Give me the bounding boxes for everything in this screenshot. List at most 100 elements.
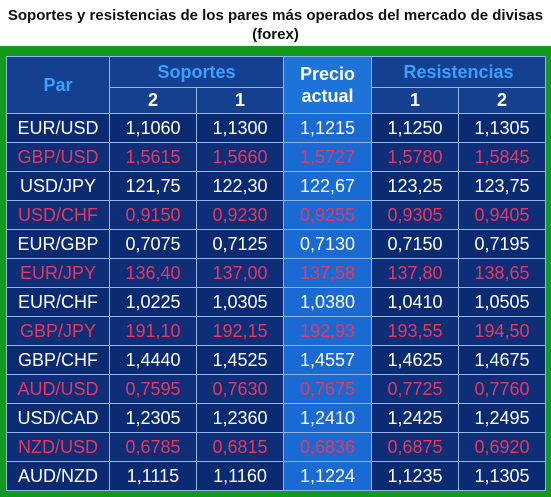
- table-row: AUD/USD 0,7595 0,7630 0,7675 0,7725 0,7760: [6, 374, 547, 404]
- precio-actual-cell: 1,0380: [283, 287, 373, 317]
- resistencia-2-cell: 0,7195: [458, 229, 547, 259]
- precio-actual-cell: 1,1224: [283, 461, 373, 491]
- resistencia-1-cell: 1,4625: [371, 345, 460, 375]
- precio-actual-cell: 122,67: [283, 171, 373, 201]
- pair-cell: EUR/GBP: [6, 229, 110, 259]
- precio-actual-cell: 1,5727: [283, 142, 373, 172]
- header-resistencias: Resistencias: [371, 56, 547, 88]
- table-frame: Par Soportes Precio actual Resistencias …: [0, 46, 551, 497]
- pair-cell: NZD/USD: [6, 432, 110, 462]
- precio-actual-cell: 137,58: [283, 258, 373, 288]
- soporte-1-cell: 122,30: [195, 171, 285, 201]
- soporte-1-cell: 192,15: [195, 316, 285, 346]
- resistencia-1-cell: 137,80: [371, 258, 460, 288]
- soporte-2-cell: 0,7595: [109, 374, 197, 404]
- soporte-1-cell: 0,9230: [195, 200, 285, 230]
- soporte-1-cell: 0,6815: [195, 432, 285, 462]
- soporte-2-cell: 1,5615: [109, 142, 197, 172]
- soporte-2-cell: 1,0225: [109, 287, 197, 317]
- table-row: USD/CAD 1,2305 1,2360 1,2410 1,2425 1,2495: [6, 403, 547, 433]
- precio-actual-cell: 1,4557: [283, 345, 373, 375]
- header-precio-actual: Precio actual: [283, 56, 373, 114]
- header-soporte-1: 1: [195, 87, 285, 114]
- forex-table: Par Soportes Precio actual Resistencias …: [6, 56, 547, 491]
- table-body: EUR/USD 1,1060 1,1300 1,1215 1,1250 1,1305 GBP…: [6, 113, 547, 491]
- pair-cell: USD/CHF: [6, 200, 110, 230]
- resistencia-2-cell: 1,1305: [458, 461, 547, 491]
- table-row: AUD/NZD 1,1115 1,1160 1,1224 1,1235 1,1305: [6, 461, 547, 491]
- pair-cell: GBP/JPY: [6, 316, 110, 346]
- soporte-2-cell: 136,40: [109, 258, 197, 288]
- pair-cell: GBP/CHF: [6, 345, 110, 375]
- precio-actual-cell: 1,2410: [283, 403, 373, 433]
- soporte-2-cell: 1,4440: [109, 345, 197, 375]
- resistencia-1-cell: 0,9305: [371, 200, 460, 230]
- header-precio-line1: Precio: [300, 64, 356, 84]
- soporte-2-cell: 0,6785: [109, 432, 197, 462]
- table-row: EUR/USD 1,1060 1,1300 1,1215 1,1250 1,1305: [6, 113, 547, 143]
- soporte-1-cell: 1,5660: [195, 142, 285, 172]
- soporte-1-cell: 1,4525: [195, 345, 285, 375]
- soporte-2-cell: 1,2305: [109, 403, 197, 433]
- pair-cell: EUR/CHF: [6, 287, 110, 317]
- resistencia-2-cell: 1,5845: [458, 142, 547, 172]
- precio-actual-cell: 0,7130: [283, 229, 373, 259]
- table-row: EUR/JPY 136,40 137,00 137,58 137,80 138,65: [6, 258, 547, 288]
- header-soportes: Soportes: [108, 56, 285, 88]
- soporte-1-cell: 137,00: [195, 258, 285, 288]
- resistencia-2-cell: 0,7760: [458, 374, 547, 404]
- precio-actual-cell: 0,6836: [283, 432, 373, 462]
- resistencia-1-cell: 0,6875: [371, 432, 460, 462]
- pair-cell: USD/JPY: [6, 171, 110, 201]
- table-row: GBP/USD 1,5615 1,5660 1,5727 1,5780 1,5845: [6, 142, 547, 172]
- resistencia-1-cell: 1,1250: [371, 113, 460, 143]
- resistencia-1-cell: 0,7150: [371, 229, 460, 259]
- soporte-1-cell: 0,7630: [195, 374, 285, 404]
- header-resistencia-1: 1: [371, 87, 460, 114]
- resistencia-1-cell: 1,0410: [371, 287, 460, 317]
- pair-cell: EUR/USD: [6, 113, 110, 143]
- table-row: EUR/GBP 0,7075 0,7125 0,7130 0,7150 0,7195: [6, 229, 547, 259]
- resistencia-2-cell: 123,75: [458, 171, 547, 201]
- header-precio-line2: actual: [301, 86, 354, 106]
- table-row: USD/JPY 121,75 122,30 122,67 123,25 123,75: [6, 171, 547, 201]
- soporte-1-cell: 1,1300: [195, 113, 285, 143]
- pair-cell: AUD/USD: [6, 374, 110, 404]
- resistencia-2-cell: 1,4675: [458, 345, 547, 375]
- soporte-1-cell: 1,1160: [195, 461, 285, 491]
- resistencia-2-cell: 0,6920: [458, 432, 547, 462]
- resistencia-1-cell: 123,25: [371, 171, 460, 201]
- pair-cell: AUD/NZD: [6, 461, 110, 491]
- page-title: Soportes y resistencias de los pares más…: [7, 7, 544, 43]
- resistencia-2-cell: 1,2495: [458, 403, 547, 433]
- soporte-2-cell: 1,1060: [109, 113, 197, 143]
- table-row: NZD/USD 0,6785 0,6815 0,6836 0,6875 0,6920: [6, 432, 547, 462]
- table-row: USD/CHF 0,9150 0,9230 0,9255 0,9305 0,9405: [6, 200, 547, 230]
- pair-cell: GBP/USD: [6, 142, 110, 172]
- header-par: Par: [6, 56, 110, 114]
- soporte-2-cell: 121,75: [109, 171, 197, 201]
- resistencia-1-cell: 1,2425: [371, 403, 460, 433]
- pair-cell: USD/CAD: [6, 403, 110, 433]
- table-row: GBP/CHF 1,4440 1,4525 1,4557 1,4625 1,4675: [6, 345, 547, 375]
- soporte-2-cell: 0,7075: [109, 229, 197, 259]
- soporte-2-cell: 191,10: [109, 316, 197, 346]
- table-row: EUR/CHF 1,0225 1,0305 1,0380 1,0410 1,0505: [6, 287, 547, 317]
- soporte-2-cell: 0,9150: [109, 200, 197, 230]
- table-row: GBP/JPY 191,10 192,15 192,93 193,55 194,50: [6, 316, 547, 346]
- resistencia-2-cell: 1,0505: [458, 287, 547, 317]
- soporte-1-cell: 1,0305: [195, 287, 285, 317]
- precio-actual-cell: 0,9255: [283, 200, 373, 230]
- soporte-1-cell: 0,7125: [195, 229, 285, 259]
- resistencia-2-cell: 194,50: [458, 316, 547, 346]
- header-resistencia-2: 2: [458, 87, 547, 114]
- precio-actual-cell: 0,7675: [283, 374, 373, 404]
- resistencia-2-cell: 1,1305: [458, 113, 547, 143]
- resistencia-1-cell: 193,55: [371, 316, 460, 346]
- resistencia-1-cell: 1,1235: [371, 461, 460, 491]
- soporte-2-cell: 1,1115: [109, 461, 197, 491]
- resistencia-2-cell: 0,9405: [458, 200, 547, 230]
- precio-actual-cell: 1,1215: [283, 113, 373, 143]
- resistencia-2-cell: 138,65: [458, 258, 547, 288]
- resistencia-1-cell: 0,7725: [371, 374, 460, 404]
